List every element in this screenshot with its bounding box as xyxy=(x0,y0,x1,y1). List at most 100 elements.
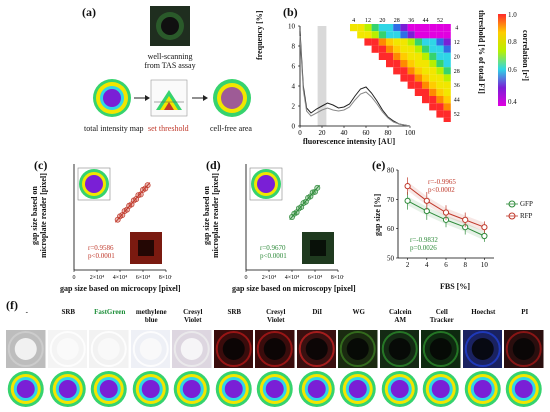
matrix-cell xyxy=(429,96,437,104)
matrix-cell xyxy=(414,24,422,32)
b-y-tick: 4 xyxy=(292,83,296,91)
matrix-cell xyxy=(443,45,451,53)
f-heatmap-image xyxy=(462,370,502,408)
scatter-x-tick: 6×10⁴ xyxy=(136,275,150,281)
e-x-tick: 4 xyxy=(425,261,429,269)
matrix-cell xyxy=(429,24,437,32)
matrix-cell xyxy=(422,60,430,68)
f-micro-gap xyxy=(471,338,494,360)
f-heat-core xyxy=(16,380,35,398)
matrix-cell xyxy=(407,31,415,39)
f-heatmap-image xyxy=(172,370,212,408)
matrix-cell xyxy=(393,60,401,68)
matrix-cell xyxy=(429,45,437,53)
matrix-top-tick: 28 xyxy=(394,18,400,24)
matrix-cell xyxy=(422,96,430,104)
scatter-chart-c: 0 2×10⁴ 4×10⁴ 6×10⁴ 8×10⁴ xyxy=(73,164,172,281)
f-label: Calcein AM xyxy=(388,308,412,324)
threshold-band xyxy=(317,26,327,126)
matrix-cell xyxy=(400,52,408,60)
matrix-top-tick: 12 xyxy=(365,18,371,24)
matrix-cell xyxy=(378,52,386,60)
matrix-cell xyxy=(443,74,451,82)
matrix-cell xyxy=(357,31,365,39)
matrix-cell xyxy=(400,38,408,46)
matrix-cell xyxy=(393,38,401,46)
matrix-cell xyxy=(422,81,430,89)
d-xlabel: gap size based on microscopy [pixel] xyxy=(232,284,356,293)
arrow-icon xyxy=(134,95,150,101)
b-threshold-label: threshold [% of total FI] xyxy=(477,10,486,94)
f-heatmap-image xyxy=(213,370,253,408)
fbs-chart: 50 60 70 80 2 4 6 8 10 xyxy=(387,167,494,269)
matrix-right-tick: 36 xyxy=(454,83,460,89)
matrix-top-tick: 36 xyxy=(408,18,414,24)
matrix-cell xyxy=(443,96,451,104)
f-heat-core xyxy=(99,380,118,398)
matrix-cell xyxy=(414,74,422,82)
f-micro-image xyxy=(421,330,461,368)
f-image-row-top xyxy=(0,330,550,370)
f-micro-ring xyxy=(173,331,210,367)
panel-e-letter: (e) xyxy=(372,158,386,172)
f-heat-core xyxy=(348,380,367,398)
c-xlabel: gap size based on microcopy [pixel] xyxy=(60,284,181,293)
matrix-cell xyxy=(414,31,422,39)
matrix-cell xyxy=(378,31,386,39)
f-heat-core xyxy=(307,380,326,398)
matrix-cell xyxy=(364,31,372,39)
f-micro-gap xyxy=(139,338,162,360)
inset-micro-gap xyxy=(138,240,154,256)
cellfree-caption: cell-free area xyxy=(210,124,252,133)
matrix-cell xyxy=(393,52,401,60)
matrix-cell xyxy=(436,67,444,75)
matrix-cell xyxy=(393,24,401,32)
f-heat-core xyxy=(141,380,160,398)
f-micro-image xyxy=(296,330,336,368)
matrix-cell xyxy=(378,38,386,46)
arrow-icon xyxy=(192,95,208,101)
f-micro-ring xyxy=(464,331,501,367)
matrix-cell xyxy=(414,88,422,96)
matrix-top-tick: 4 xyxy=(352,18,355,24)
e-gfp-p: p=0.0026 xyxy=(410,244,437,252)
intensity-caption: total intensity map xyxy=(84,124,144,133)
matrix-cell xyxy=(371,45,379,53)
b-x-tick: 20 xyxy=(319,129,327,137)
e-x-tick: 10 xyxy=(481,261,489,269)
matrix-right-tick: 52 xyxy=(454,112,460,118)
f-micro-image xyxy=(504,330,544,368)
b-series-line xyxy=(299,35,411,127)
f-label: SRB xyxy=(227,308,242,316)
f-micro-gap xyxy=(263,338,286,360)
matrix-cell xyxy=(400,67,408,75)
e-ylabel: gap size [%] xyxy=(373,193,382,236)
e-y-tick: 50 xyxy=(387,255,395,263)
f-micro-gap xyxy=(305,338,328,360)
matrix-cell xyxy=(414,52,422,60)
f-heat-core xyxy=(431,380,450,398)
matrix-cell xyxy=(443,103,451,111)
matrix-cell xyxy=(407,60,415,68)
matrix-cell xyxy=(436,52,444,60)
b-x-tick: 40 xyxy=(341,129,349,137)
matrix-right-tick: 28 xyxy=(454,69,460,75)
matrix-cell xyxy=(407,74,415,82)
matrix-cell xyxy=(429,60,437,68)
e-point xyxy=(404,197,411,204)
well-scan-image xyxy=(150,6,190,46)
f-heat-core xyxy=(182,380,201,398)
f-heatmap-image xyxy=(504,370,544,408)
f-micro-ring xyxy=(256,331,293,367)
f-micro-gap xyxy=(388,338,411,360)
f-micro-image xyxy=(47,330,87,368)
panel-a-letter: (a) xyxy=(82,5,96,19)
matrix-cell xyxy=(422,45,430,53)
f-micro-gap xyxy=(222,338,245,360)
f-micro-ring xyxy=(215,331,252,367)
matrix-cell xyxy=(407,45,415,53)
scatter-x-tick: 4×10⁴ xyxy=(285,275,299,281)
f-micro-ring xyxy=(49,331,86,367)
matrix-right-tick: 12 xyxy=(454,40,460,46)
